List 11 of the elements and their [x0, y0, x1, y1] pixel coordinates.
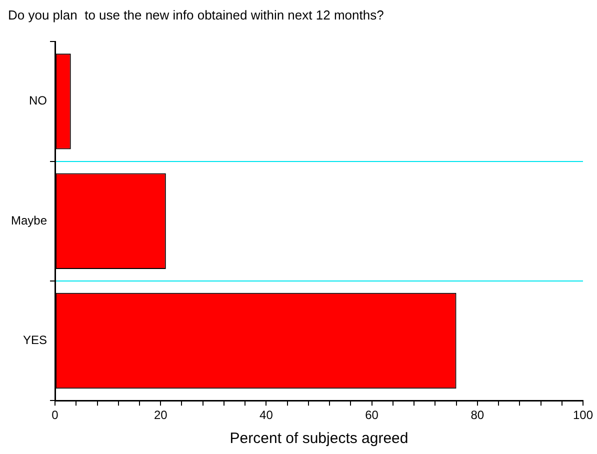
x-tick-label: 40 — [260, 408, 274, 422]
chart-title: Do you plan to use the new info obtained within next 12 months? — [8, 7, 384, 22]
x-tick-label: 60 — [365, 408, 379, 422]
y-tick-label: NO — [29, 94, 48, 108]
y-tick-label: Maybe — [10, 213, 48, 228]
x-axis-title: Percent of subjects agreed — [230, 430, 408, 448]
x-tick-label: 20 — [154, 408, 168, 422]
y-tick-label: YES — [23, 333, 48, 348]
x-tick-label: 0 — [52, 408, 59, 422]
x-tick-label: 80 — [470, 408, 484, 422]
x-tick-label: 100 — [572, 408, 594, 422]
